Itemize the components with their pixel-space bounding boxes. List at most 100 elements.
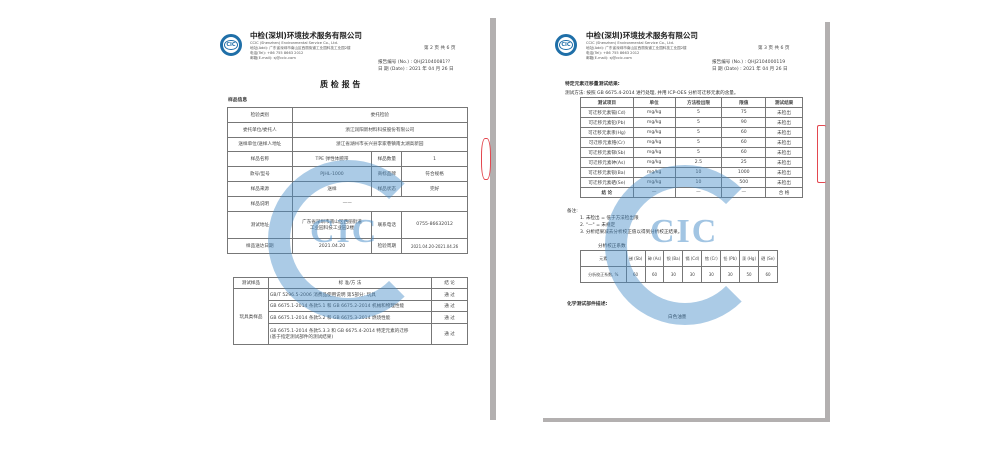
cell: 单位 [632,97,676,108]
section-title: 特定元素迁移量测试结果: [565,82,620,87]
cell: 未检出 [765,137,803,148]
date-label: 日 期 (Date) : [712,67,742,72]
cell: 未检出 [765,127,803,138]
company-line: 邮箱(E-mail): sj@ccic.com [250,56,296,60]
cell: mg/kg [632,107,676,118]
company-info: CCIC (Shenzhen) Environmental Service Co… [250,41,351,61]
red-seal-stamp [481,138,491,180]
report-no-label: 报告编号 (No.) : [712,60,747,65]
company-line: 地址(Add): 广东省深圳市南山区西丽街道工业园科技工业园2楼 [250,46,351,50]
cell: 未检出 [765,167,803,178]
cell: 可迁移元素砷(As) [580,157,634,168]
company-info: CCIC (Shenzhen) Environmental Service Co… [586,41,687,61]
table-row: 可迁移元素锑(Sb) mg/kg 5 60 未检出 [580,147,803,158]
cell: 可迁移元素硒(Se) [580,177,634,188]
cell: 合 格 [765,187,803,198]
cell: 可迁移元素钡(Ba) [580,167,634,178]
cell: 结 论 [431,276,468,290]
cell: 60 [758,266,778,283]
cell: 60 [721,137,767,148]
cell: 测试结果 [765,97,803,108]
date-label: 日 期 (Date) : [378,67,408,72]
table-row: 检验类别 委托检验 [227,107,469,123]
cell: 未检出 [765,157,803,168]
cell: 25 [721,157,767,168]
table-row: 委托单位/委托人 浙江润阳新材料科技股份有限公司 [227,121,469,138]
cell: 方法检出限 [674,97,723,108]
cell: 90 [721,117,767,128]
section-title: 样品信息 [228,98,248,103]
cell: mg/kg [632,117,676,128]
cell: 1 [401,151,468,168]
cell: 5 [674,147,723,158]
cell: 可迁移元素铅(Pb) [580,117,634,128]
company-line: 电话(Tel): +86 755 8663 2012 [586,51,640,55]
cell: 通 过 [431,299,468,313]
report-no: QHJ2104000119 [747,60,786,65]
cell: 5 [674,117,723,128]
watermark-text-right: CIC [650,213,719,250]
note: 2. "—" = 未规定 [580,223,616,228]
cic-logo-icon: CIC [555,34,577,56]
company-line: 邮箱(E-mail): sj@ccic.com [586,56,632,60]
company-name: 中检(深圳)环境技术服务有限公司 [586,31,698,40]
cell: 浙江润阳新材料科技股份有限公司 [291,121,469,138]
page-edge-right [825,22,830,422]
company-name: 中检(深圳)环境技术服务有限公司 [250,31,362,40]
cell: 可迁移元素锑(Sb) [580,147,634,158]
table-row: 可迁移元素镉(Cd) mg/kg 5 75 未检出 [580,107,803,118]
cell-line: (基于指定测试部件的测试结果) [269,334,334,340]
cell: 5 [674,137,723,148]
table-row: 可迁移元素汞(Hg) mg/kg 5 60 未检出 [580,127,803,138]
test-method: 测试方法: 按照 GB 6675.4-2014 进行处理, 并用 ICP-OES… [565,91,739,96]
table-row: 可迁移元素铬(Cr) mg/kg 5 60 未检出 [580,137,803,148]
report-date: 2021 年 04 月 26 日 [409,67,454,72]
cell: mg/kg [632,147,676,158]
cell: mg/kg [632,127,676,138]
cell: 玩具类样品 [233,288,269,345]
cell: 未检出 [765,177,803,188]
cell: 未检出 [765,147,803,158]
cell: 测试项目 [580,97,634,108]
report-no: QHJ21040081?? [413,60,451,65]
company-line: CCIC (Shenzhen) Environmental Service Co… [250,41,338,45]
cell: 委托单位/委托人 [227,121,293,138]
cell: 检验类别 [227,107,293,123]
cell: 浙江省湖州市长兴县李家巷镇南太湖高新园 [291,136,469,153]
report-meta: 报告编号 (No.) : QHJ2104000119 日 期 (Date) : … [712,59,788,73]
cell-line: GB 6675.1-2014 条款5.3.3 和 GB 6675.4-2014 … [269,328,409,334]
page-edge-left [490,18,496,420]
cell: 委托检验 [291,107,469,123]
company-line: CCIC (Shenzhen) Environmental Service Co… [586,41,674,45]
company-line: 电话(Tel): +86 755 8663 2012 [250,51,304,55]
report-title: 质 检 报 告 [320,80,361,89]
cell: 75 [721,107,767,118]
report-date: 2021 年 04 月 26 日 [743,67,788,72]
table-row: 送样单位/送样人地址 浙江省湖州市长兴县李家巷镇南太湖高新园 [227,136,469,153]
company-line: 地址(Add): 广东省深圳市南山区西丽街道工业园科技工业园2楼 [586,46,687,50]
red-seal-stamp [817,125,826,183]
table-row: 可迁移元素铅(Pb) mg/kg 5 90 未检出 [580,117,803,128]
cell: 通 过 [431,311,468,324]
cell: 通 过 [431,322,468,346]
cell: mg/kg [632,137,676,148]
cell: 未检出 [765,117,803,128]
cell: 符合规格 [401,166,468,182]
cell: 5 [674,107,723,118]
watermark-text-left: CIC [310,213,379,250]
cell: 5 [674,127,723,138]
cell: 可迁移元素铬(Cr) [580,137,634,148]
report-meta: 报告编号 (No.) : QHJ21040081?? 日 期 (Date) : … [378,59,454,73]
cell: 可迁移元素镉(Cd) [580,107,634,118]
page-edge-bottom [543,418,830,422]
part-label: 化学测试部件描述: [567,302,608,307]
table-row: 测试项目 单位 方法检出限 限值 测试结果 [580,97,803,108]
page-info: 第 2 页 共 6 页 [424,46,456,51]
cell: 测试样品 [233,276,269,290]
cell: 限值 [721,97,767,108]
cell: 送样单位/送样人地址 [227,136,293,153]
page-info: 第 3 页 共 6 页 [758,46,790,51]
cell: 款号/型号 [227,166,293,182]
cell: 60 [721,147,767,158]
cell: 可迁移元素汞(Hg) [580,127,634,138]
